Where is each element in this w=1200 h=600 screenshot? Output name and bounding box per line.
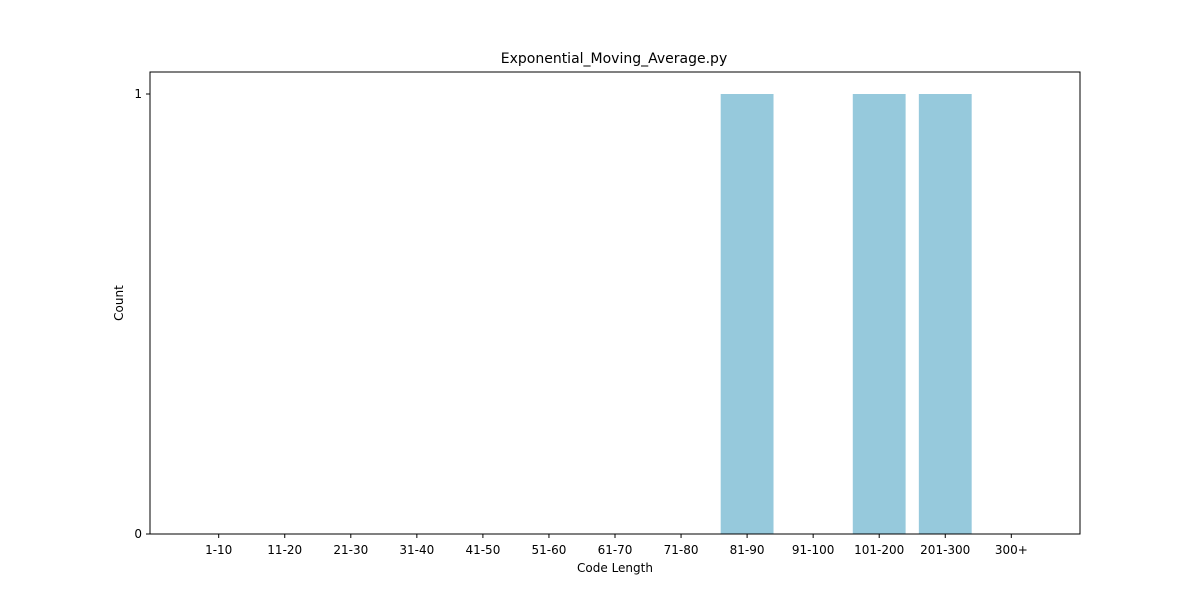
x-tick-label: 201-300 — [920, 543, 970, 557]
y-tick-label: 1 — [134, 87, 142, 101]
x-tick-label: 91-100 — [792, 543, 835, 557]
bars-layer — [720, 94, 972, 534]
y-axis-label: Count — [112, 285, 126, 321]
x-tick-label: 51-60 — [532, 543, 567, 557]
x-tick-label: 101-200 — [854, 543, 904, 557]
chart-title: Exponential_Moving_Average.py — [501, 51, 727, 67]
x-tick-label: 31-40 — [399, 543, 434, 557]
x-tick-label: 11-20 — [267, 543, 302, 557]
bar-201-300 — [918, 94, 972, 534]
x-tick-label: 41-50 — [465, 543, 500, 557]
x-tick-label: 21-30 — [333, 543, 368, 557]
x-tick-label: 71-80 — [664, 543, 699, 557]
x-axis-ticks: 1-10 11-20 21-30 31-40 41-50 51-60 61-70 71-80 8… — [205, 534, 1028, 557]
y-tick-label: 0 — [134, 527, 142, 541]
x-tick-label: 1-10 — [205, 543, 232, 557]
bar-81-90 — [720, 94, 774, 534]
y-axis-ticks: 01 — [134, 87, 150, 541]
x-tick-label: 81-90 — [730, 543, 765, 557]
x-tick-label: 300+ — [995, 543, 1028, 557]
bar-101-200 — [852, 94, 906, 534]
x-tick-label: 61-70 — [598, 543, 633, 557]
x-axis-label: Code Length — [577, 561, 653, 575]
